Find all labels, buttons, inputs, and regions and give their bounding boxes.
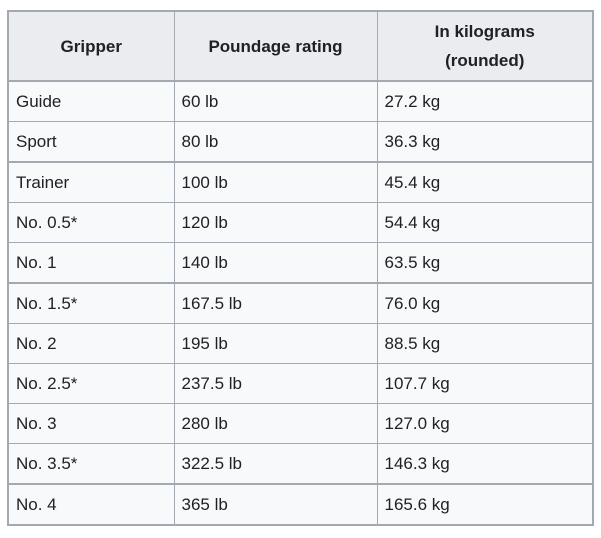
cell-gripper: No. 3.5* bbox=[7, 443, 175, 485]
cell-gripper: No. 2.5* bbox=[7, 363, 175, 404]
cell-gripper: Guide bbox=[7, 80, 175, 122]
column-header-poundage-rating: Poundage rating bbox=[173, 10, 378, 82]
cell-poundage-rating: 80 lb bbox=[173, 121, 378, 163]
cell-poundage-rating: 167.5 lb bbox=[173, 282, 378, 324]
cell-poundage-rating: 237.5 lb bbox=[173, 363, 378, 404]
cell-poundage-rating: 140 lb bbox=[173, 242, 378, 284]
table-row: No. 2.5* 237.5 lb 107.7 kg bbox=[7, 363, 594, 404]
cell-kilograms: 88.5 kg bbox=[376, 323, 594, 364]
cell-gripper: No. 2 bbox=[7, 323, 175, 364]
table-row: No. 2 195 lb 88.5 kg bbox=[7, 323, 594, 364]
table-row: No. 3 280 lb 127.0 kg bbox=[7, 403, 594, 444]
table-row: Trainer 100 lb 45.4 kg bbox=[7, 161, 594, 203]
table-row: No. 1 140 lb 63.5 kg bbox=[7, 242, 594, 284]
column-header-in-kilograms: In kilograms (rounded) bbox=[376, 10, 594, 82]
cell-kilograms: 165.6 kg bbox=[376, 483, 594, 526]
cell-gripper: No. 1 bbox=[7, 242, 175, 284]
cell-kilograms: 54.4 kg bbox=[376, 202, 594, 243]
table-row: Sport 80 lb 36.3 kg bbox=[7, 121, 594, 163]
cell-poundage-rating: 60 lb bbox=[173, 80, 378, 122]
header-row: Gripper Poundage rating In kilograms (ro… bbox=[7, 10, 594, 82]
cell-gripper: Trainer bbox=[7, 161, 175, 203]
table-row: Guide 60 lb 27.2 kg bbox=[7, 80, 594, 122]
cell-kilograms: 63.5 kg bbox=[376, 242, 594, 284]
cell-kilograms: 45.4 kg bbox=[376, 161, 594, 203]
cell-poundage-rating: 195 lb bbox=[173, 323, 378, 364]
cell-poundage-rating: 322.5 lb bbox=[173, 443, 378, 485]
cell-kilograms: 146.3 kg bbox=[376, 443, 594, 485]
cell-gripper: No. 3 bbox=[7, 403, 175, 444]
cell-gripper: No. 4 bbox=[7, 483, 175, 526]
table-body: Guide 60 lb 27.2 kg Sport 80 lb 36.3 kg Traine… bbox=[7, 80, 594, 526]
cell-kilograms: 107.7 kg bbox=[376, 363, 594, 404]
column-header-gripper: Gripper bbox=[7, 10, 175, 82]
table-row: No. 3.5* 322.5 lb 146.3 kg bbox=[7, 443, 594, 485]
table-row: No. 1.5* 167.5 lb 76.0 kg bbox=[7, 282, 594, 324]
table-row: No. 0.5* 120 lb 54.4 kg bbox=[7, 202, 594, 243]
table-row: No. 4 365 lb 165.6 kg bbox=[7, 483, 594, 526]
cell-poundage-rating: 365 lb bbox=[173, 483, 378, 526]
cell-poundage-rating: 280 lb bbox=[173, 403, 378, 444]
cell-poundage-rating: 120 lb bbox=[173, 202, 378, 243]
cell-gripper: No. 1.5* bbox=[7, 282, 175, 324]
cell-kilograms: 127.0 kg bbox=[376, 403, 594, 444]
cell-gripper: No. 0.5* bbox=[7, 202, 175, 243]
cell-kilograms: 36.3 kg bbox=[376, 121, 594, 163]
cell-kilograms: 76.0 kg bbox=[376, 282, 594, 324]
cell-gripper: Sport bbox=[7, 121, 175, 163]
cell-poundage-rating: 100 lb bbox=[173, 161, 378, 203]
gripper-strength-table: Gripper Poundage rating In kilograms (ro… bbox=[7, 10, 594, 526]
cell-kilograms: 27.2 kg bbox=[376, 80, 594, 122]
